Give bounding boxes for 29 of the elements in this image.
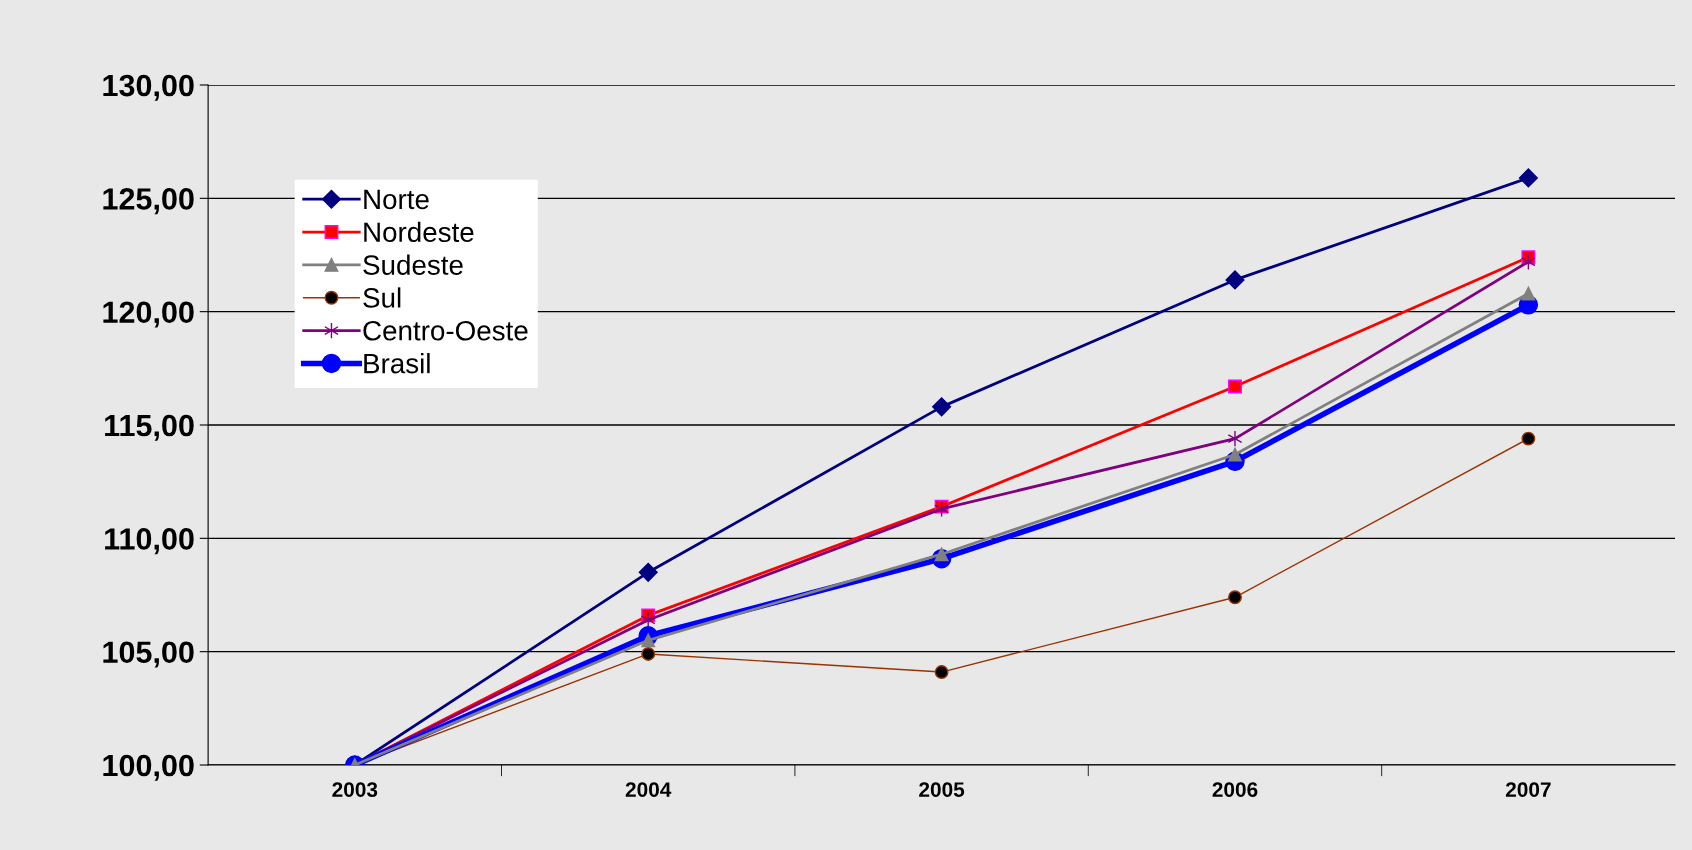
- x-tick-label: 2007: [1505, 782, 1551, 797]
- x-tick-label: 2006: [1212, 782, 1258, 797]
- legend-label: Norte: [364, 189, 429, 210]
- y-tick-label: 125,00: [103, 188, 194, 215]
- point: [638, 562, 658, 582]
- point: [1518, 168, 1538, 188]
- legend-label: Centro-Oeste: [363, 320, 528, 341]
- legend-label: Nordeste: [364, 221, 474, 243]
- point: [641, 646, 656, 661]
- legend-label: Sudeste: [363, 254, 463, 275]
- point: [932, 397, 952, 417]
- y-tick-label: 115,00: [105, 414, 194, 441]
- y-tick-label: 105,00: [103, 641, 194, 668]
- point: [1228, 590, 1242, 605]
- x-tick-label: 2005: [919, 782, 965, 797]
- point: [1225, 270, 1245, 290]
- y-tick-label: 100,00: [103, 754, 194, 781]
- legend-label: Sul: [363, 287, 401, 308]
- point: [1521, 431, 1536, 446]
- point: [1228, 379, 1242, 394]
- point: [1227, 430, 1243, 447]
- y-tick-label: 120,00: [103, 301, 194, 328]
- x-tick-label: 2004: [625, 782, 672, 797]
- point: [1521, 286, 1536, 301]
- legend-label: Brasil: [364, 353, 430, 374]
- point: [934, 665, 949, 680]
- x-tick-label: 2003: [332, 782, 378, 797]
- y-tick-label: 130,00: [103, 74, 194, 101]
- y-tick-label: 110,00: [105, 528, 194, 555]
